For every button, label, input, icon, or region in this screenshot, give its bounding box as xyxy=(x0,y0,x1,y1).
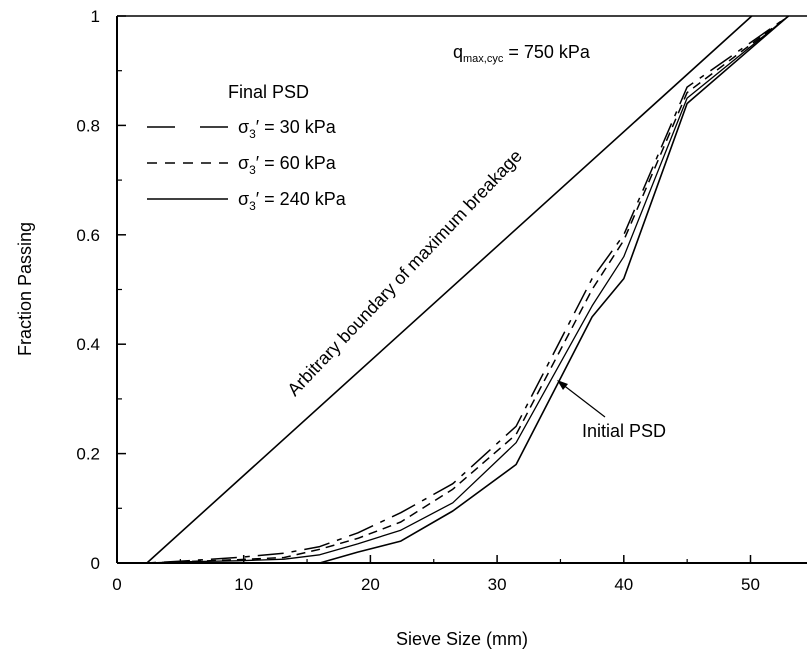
x-axis-ticks: 0 10 20 30 40 50 xyxy=(112,555,760,594)
series-line-3 xyxy=(117,15,790,564)
legend: Final PSD σ3′ = 30 kPa σ3′ = 60 kPa σ3′ = … xyxy=(147,82,347,213)
legend-label-0: σ3′ = 30 kPa xyxy=(238,117,337,141)
legend-label-2: σ3′ = 240 kPa xyxy=(238,189,347,213)
q-subscript: max,cyc xyxy=(463,53,504,65)
boundary-label: Arbitrary boundary of maximum breakage xyxy=(283,146,525,400)
q-symbol: q xyxy=(453,42,463,62)
y-tick-label: 0 xyxy=(91,554,100,573)
y-tick-label: 1 xyxy=(91,7,100,26)
q-value: = 750 kPa xyxy=(503,42,591,62)
x-tick-label: 50 xyxy=(741,575,760,594)
legend-title: Final PSD xyxy=(228,82,309,102)
series-layer xyxy=(117,15,790,564)
initial-psd-label: Initial PSD xyxy=(582,421,666,441)
y-tick-label: 0.2 xyxy=(76,445,100,464)
legend-label-1: σ3′ = 60 kPa xyxy=(238,153,337,177)
y-tick-label: 0.4 xyxy=(76,335,100,354)
series-line-0 xyxy=(117,15,789,564)
y-axis-title: Fraction Passing xyxy=(15,222,35,356)
x-tick-label: 0 xyxy=(112,575,121,594)
initial-psd-arrow xyxy=(557,380,606,418)
y-axis-ticks: 0 0.2 0.4 0.6 0.8 1 xyxy=(76,7,126,573)
series-line-2 xyxy=(117,15,789,564)
x-axis-title: Sieve Size (mm) xyxy=(396,629,528,649)
x-tick-label: 20 xyxy=(361,575,380,594)
x-tick-label: 40 xyxy=(614,575,633,594)
series-line-1 xyxy=(117,15,789,564)
series-line-4 xyxy=(146,15,753,564)
x-tick-label: 30 xyxy=(488,575,507,594)
q-annotation: qmax,cyc = 750 kPa xyxy=(453,42,591,65)
y-tick-label: 0.8 xyxy=(76,116,100,135)
x-tick-label: 10 xyxy=(234,575,253,594)
y-tick-label: 0.6 xyxy=(76,226,100,245)
